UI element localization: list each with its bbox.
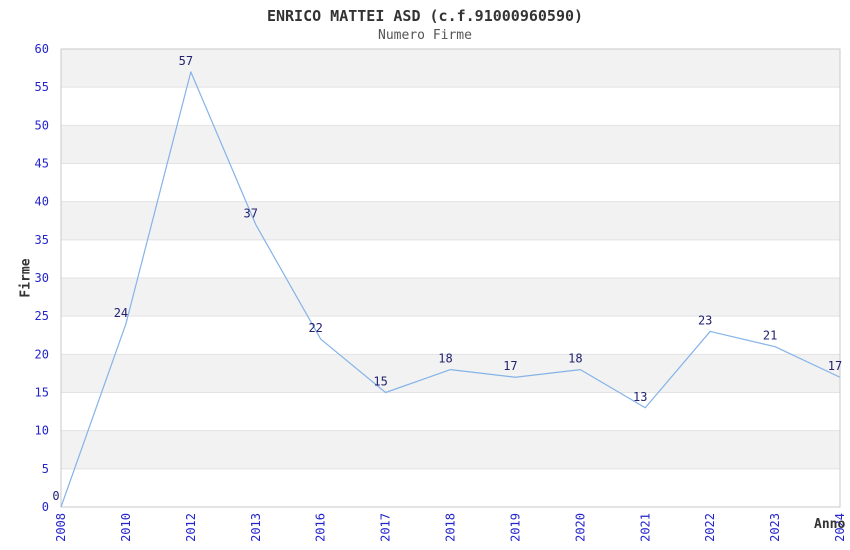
- grid-band: [61, 201, 840, 240]
- x-tick-label: 2021: [638, 513, 652, 542]
- x-tick-label: 2013: [249, 513, 263, 542]
- x-tick-label: 2020: [573, 513, 587, 542]
- y-tick-label: 60: [35, 42, 49, 56]
- x-tick-label: 2022: [703, 513, 717, 542]
- grid-band: [61, 316, 840, 355]
- data-label: 17: [828, 359, 842, 373]
- y-tick-label: 50: [35, 118, 49, 132]
- y-tick-label: 45: [35, 157, 49, 171]
- x-tick-label: 2008: [54, 513, 68, 542]
- y-tick-label: 20: [35, 347, 49, 361]
- y-tick-label: 0: [42, 500, 49, 514]
- x-tick-label: 2024: [833, 513, 847, 542]
- x-tick-label: 2017: [379, 513, 393, 542]
- data-label: 18: [438, 352, 452, 366]
- data-label: 18: [568, 352, 582, 366]
- data-label: 57: [179, 54, 193, 68]
- grid-band: [61, 392, 840, 431]
- x-tick-label: 2010: [119, 513, 133, 542]
- y-tick-label: 5: [42, 462, 49, 476]
- grid-band: [61, 125, 840, 164]
- data-line: [60, 71, 841, 508]
- grid-band: [61, 49, 840, 88]
- x-tick-label: 2023: [768, 513, 782, 542]
- y-tick-label: 35: [35, 233, 49, 247]
- data-label: 21: [763, 329, 777, 343]
- y-tick-label: 40: [35, 195, 49, 209]
- grid-band: [61, 87, 840, 126]
- grid-band: [61, 430, 840, 469]
- chart-subtitle: Numero Firme: [378, 28, 472, 43]
- y-axis-title: Firme: [18, 258, 34, 298]
- data-label: 23: [698, 313, 712, 327]
- x-tick-label: 2019: [508, 513, 522, 542]
- y-tick-label: 55: [35, 80, 49, 94]
- y-tick-label: 10: [35, 424, 49, 438]
- x-tick-label: 2018: [444, 513, 458, 542]
- x-tick-label: 2016: [314, 513, 328, 542]
- data-label: 13: [633, 390, 647, 404]
- grid-band: [61, 278, 840, 317]
- y-tick-label: 30: [35, 271, 49, 285]
- chart-title: ENRICO MATTEI ASD (c.f.91000960590): [266, 7, 584, 25]
- y-tick-label: 25: [35, 309, 49, 323]
- data-label: 0: [52, 489, 59, 503]
- plot-border: [60, 48, 841, 508]
- y-tick-label: 15: [35, 386, 49, 400]
- grid-band: [61, 354, 840, 393]
- data-label: 24: [114, 306, 128, 320]
- x-tick-label: 2012: [184, 513, 198, 542]
- data-label: 22: [308, 321, 322, 335]
- data-label: 17: [503, 359, 517, 373]
- x-axis-title: Anno: [814, 517, 846, 532]
- grid-band: [61, 163, 840, 202]
- grid-band: [61, 239, 840, 278]
- grid-band: [61, 468, 840, 507]
- data-label: 15: [373, 375, 387, 389]
- data-label: 37: [244, 207, 258, 221]
